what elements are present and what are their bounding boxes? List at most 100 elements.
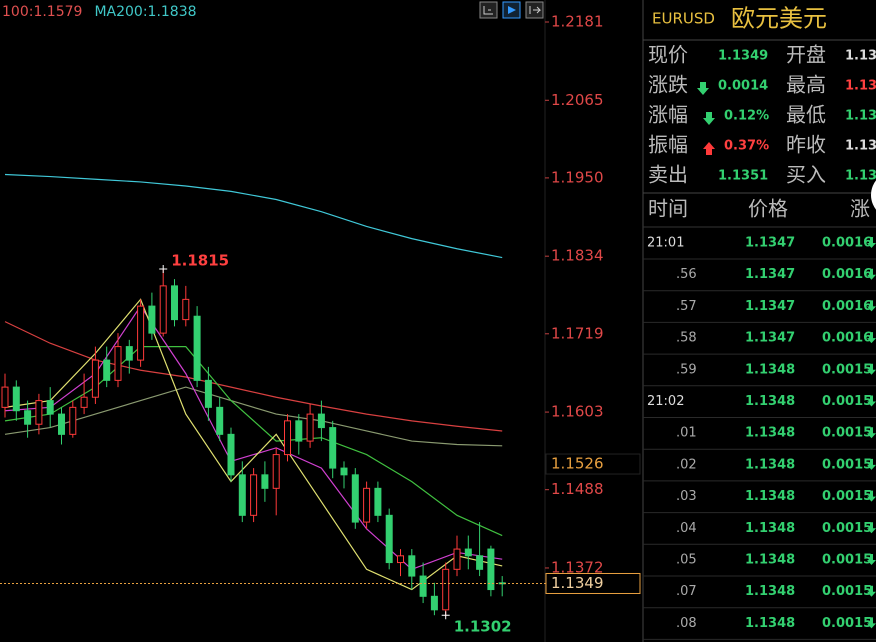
- ma-line: [4, 298, 503, 591]
- trade-change: 0.0016: [822, 299, 872, 314]
- candle-body: [453, 548, 461, 570]
- trade-price: 1.1347: [745, 299, 795, 314]
- down-arrow: [867, 522, 876, 534]
- candle-body: [430, 595, 438, 611]
- down-arrow: [697, 82, 709, 95]
- candle-body: [193, 315, 201, 381]
- y-tick-label: 1.2181: [551, 13, 604, 31]
- trade-price: 1.1348: [745, 553, 795, 568]
- y-tick-label: 1.1950: [551, 168, 604, 186]
- candle-body: [272, 454, 280, 489]
- quote-label: 最低: [786, 103, 826, 127]
- trade-change: 0.0015: [822, 457, 872, 472]
- y-tick-label: 1.1719: [551, 324, 604, 342]
- trade-time: .57: [676, 299, 697, 314]
- candle-body: [159, 285, 167, 334]
- candle-body: [46, 400, 54, 415]
- quote-value: 1.132: [845, 109, 876, 124]
- candle-body: [182, 298, 190, 321]
- candle-body: [442, 568, 450, 611]
- trade-time: .02: [676, 457, 697, 472]
- trade-price: 1.1348: [745, 616, 795, 631]
- trade-time: .01: [676, 426, 697, 441]
- trade-time: .03: [676, 489, 697, 504]
- down-arrow: [867, 268, 876, 280]
- ma-line: [4, 173, 503, 259]
- quote-label: 涨跌: [648, 73, 688, 97]
- trade-change: 0.0016: [822, 267, 872, 282]
- trade-time: .08: [676, 616, 697, 631]
- down-arrow: [867, 554, 876, 565]
- trade-change: 0.0015: [822, 553, 872, 568]
- price-marker: [545, 572, 641, 594]
- candle-body: [171, 285, 178, 321]
- candle-body: [58, 413, 65, 435]
- ma-line: [4, 346, 503, 537]
- down-arrow: [867, 395, 876, 407]
- candle-body: [24, 410, 32, 425]
- quote-value: 0.12%: [724, 109, 769, 124]
- up-arrow: [703, 142, 715, 155]
- down-arrow: [867, 300, 876, 312]
- down-arrow: [867, 458, 876, 470]
- down-arrow: [867, 363, 876, 375]
- down-arrow: [867, 427, 876, 439]
- trade-price: 1.1348: [745, 457, 795, 472]
- quote-label: 现价: [648, 43, 688, 67]
- candle-body: [1, 386, 9, 408]
- candle-body: [227, 433, 235, 476]
- y-tick-label: 1.1488: [551, 480, 604, 498]
- trade-price: 1.1348: [745, 584, 795, 599]
- quote-value: 1.136: [845, 49, 876, 64]
- trade-time: .05: [676, 553, 697, 568]
- candle-body: [216, 406, 224, 435]
- quote-label: 开盘: [786, 43, 826, 67]
- trade-change: 0.0015: [822, 394, 872, 409]
- trade-price: 1.1347: [745, 267, 795, 282]
- candle-body: [351, 474, 359, 523]
- legend-item: 100:1.1579: [2, 4, 82, 20]
- column-header: 时间: [648, 197, 688, 221]
- quote-label: 卖出: [648, 163, 688, 187]
- extreme-label: 1.1815: [171, 252, 229, 270]
- trade-change: 0.0015: [822, 489, 872, 504]
- price-marker-label: 1.1349: [551, 574, 604, 592]
- ma-line: [4, 305, 503, 571]
- candle-body: [408, 555, 416, 577]
- quote-label: 涨幅: [648, 103, 688, 127]
- ma-line: [4, 386, 503, 447]
- trade-change: 0.0015: [822, 426, 872, 441]
- trade-time: .59: [676, 362, 697, 377]
- trade-price: 1.1348: [745, 426, 795, 441]
- quote-panel: 现价 1.1349 开盘 1.136 涨跌 0.0014 最高 1.136 涨幅 0.12% 最低 1…: [648, 43, 876, 187]
- quote-value: 1.1351: [718, 169, 768, 184]
- candle-body: [80, 396, 88, 408]
- trade-change: 0.0015: [822, 616, 872, 631]
- candle-body: [261, 474, 269, 489]
- quote-value: 1.136: [845, 139, 876, 154]
- trade-time: .56: [676, 267, 697, 282]
- y-tick-label: 1.1603: [551, 403, 604, 421]
- price-marker-label: 1.1526: [551, 455, 604, 473]
- quote-value: 1.1349: [718, 49, 768, 64]
- candle-body: [148, 305, 156, 334]
- candle-body: [476, 555, 484, 570]
- candle-body: [340, 467, 348, 476]
- trade-time: .07: [676, 584, 697, 599]
- down-arrow: [867, 490, 876, 502]
- extreme-label: 1.1302: [454, 618, 512, 636]
- down-arrow: [867, 585, 876, 597]
- trade-price: 1.1347: [745, 331, 795, 346]
- quote-label: 买入: [786, 163, 826, 187]
- candle-body: [284, 420, 291, 456]
- candle-body: [295, 420, 303, 442]
- trade-change: 0.0016: [822, 236, 872, 251]
- trade-change: 0.0015: [822, 521, 872, 536]
- float-button[interactable]: [871, 171, 876, 219]
- column-header: 价格: [748, 197, 788, 221]
- column-header: 涨: [850, 197, 870, 221]
- quote-value: 1.136: [845, 79, 876, 94]
- trade-price: 1.1348: [745, 489, 795, 504]
